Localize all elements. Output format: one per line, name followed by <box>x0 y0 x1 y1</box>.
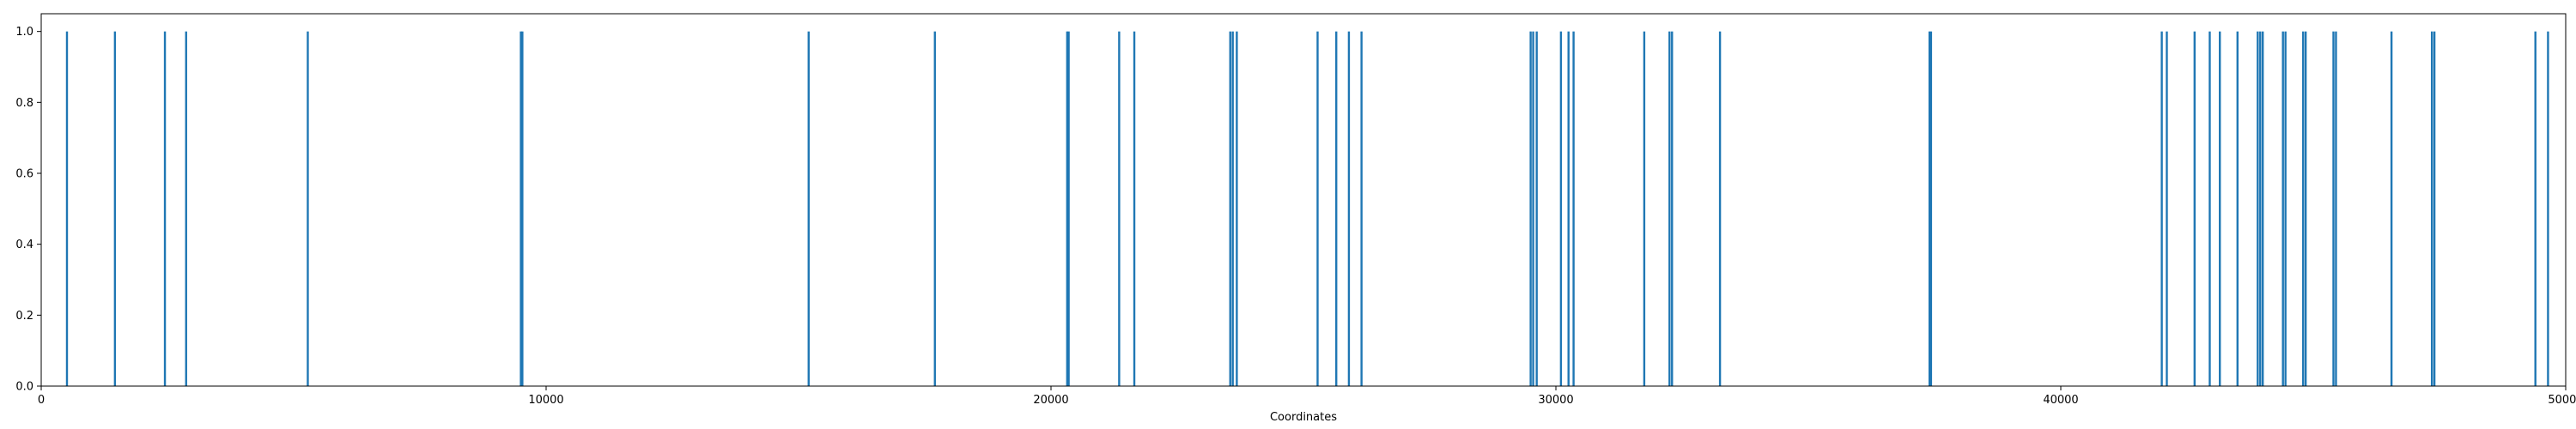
bar-34 <box>2193 31 2196 387</box>
bar-11 <box>1118 31 1121 387</box>
bar-37 <box>2236 31 2239 387</box>
bar-7 <box>807 31 810 387</box>
bar-35 <box>2208 31 2211 387</box>
x-tick-label-0: 0 <box>38 394 45 407</box>
bar-43 <box>2302 31 2305 387</box>
y-tick-label-0: 0.0 <box>15 381 33 394</box>
bar-2 <box>163 31 167 387</box>
bar-14 <box>1231 31 1234 387</box>
bar-20 <box>1529 31 1532 387</box>
bar-51 <box>2547 31 2549 387</box>
bar-48 <box>2430 31 2433 387</box>
plot-frame <box>40 13 2567 387</box>
y-tick-label-4: 0.8 <box>15 97 33 110</box>
bar-50 <box>2534 31 2537 387</box>
x-axis: 0 10000 20000 30000 40000 50000 <box>38 386 2576 407</box>
bar-42 <box>2284 31 2287 387</box>
bar-5 <box>519 31 522 387</box>
bar-15 <box>1236 31 1238 387</box>
bar-9 <box>1066 31 1069 387</box>
y-tick-label-5: 1.0 <box>15 26 33 39</box>
bar-49 <box>2433 31 2436 387</box>
x-tick-label-5: 50000 <box>2548 394 2576 407</box>
y-tick-label-3: 0.6 <box>15 168 33 181</box>
bar-13 <box>1229 31 1231 387</box>
y-tick-label-2: 0.4 <box>15 239 33 251</box>
x-tick-label-1: 10000 <box>528 394 563 407</box>
bar-32 <box>2160 31 2163 387</box>
bar-38 <box>2257 31 2259 387</box>
bar-17 <box>1335 31 1338 387</box>
bar-25 <box>1572 31 1575 387</box>
bar-6 <box>521 31 524 387</box>
bar-8 <box>933 31 936 387</box>
x-axis-label: Coordinates <box>1270 411 1337 424</box>
bar-45 <box>2332 31 2335 387</box>
bar-46 <box>2335 31 2337 387</box>
bar-4 <box>307 31 309 387</box>
bar-27 <box>1668 31 1671 387</box>
bar-47 <box>2390 31 2393 387</box>
bar-31 <box>1929 31 1933 387</box>
bar-3 <box>185 31 187 387</box>
bar-19 <box>1360 31 1363 387</box>
bar-28 <box>1671 31 1674 387</box>
bar-16 <box>1316 31 1319 387</box>
bar-12 <box>1133 31 1136 387</box>
bar-23 <box>1559 31 1563 387</box>
bar-29 <box>1718 31 1722 387</box>
bar-41 <box>2281 31 2284 387</box>
bar-30 <box>1928 31 1931 387</box>
bar-10 <box>1067 31 1070 387</box>
y-axis: 0.0 0.2 0.4 0.6 0.8 1.0 <box>15 26 41 394</box>
bar-26 <box>1643 31 1646 387</box>
bar-22 <box>1535 31 1538 387</box>
bars-group <box>65 31 2549 387</box>
bar-39 <box>2259 31 2262 387</box>
bar-36 <box>2219 31 2221 387</box>
bar-21 <box>1532 31 1534 387</box>
bar-1 <box>113 31 117 387</box>
bar-24 <box>1567 31 1570 387</box>
bar-0 <box>65 31 69 387</box>
bar-44 <box>2304 31 2307 387</box>
bar-33 <box>2166 31 2168 387</box>
bar-40 <box>2262 31 2264 387</box>
bar-18 <box>1347 31 1351 387</box>
x-tick-label-4: 40000 <box>2043 394 2078 407</box>
y-tick-label-1: 0.2 <box>15 310 33 323</box>
x-tick-label-3: 30000 <box>1538 394 1573 407</box>
x-tick-label-2: 20000 <box>1033 394 1068 407</box>
